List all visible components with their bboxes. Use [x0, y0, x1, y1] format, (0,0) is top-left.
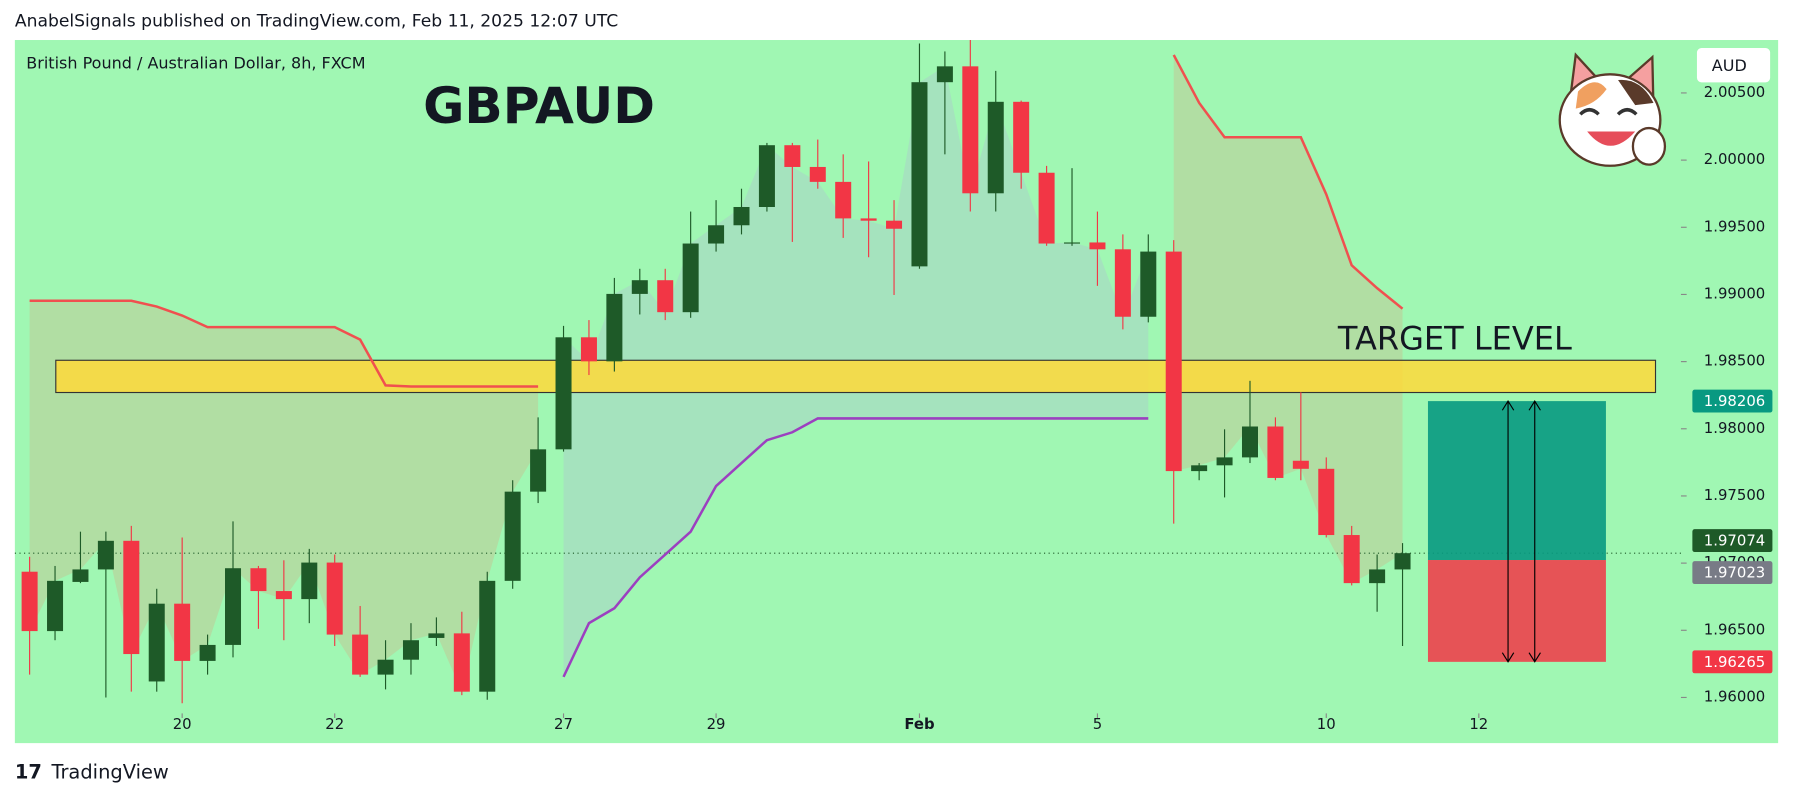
- y-tick-label: 1.98500: [1704, 352, 1765, 370]
- candle-body: [1140, 251, 1157, 317]
- candle-body: [377, 659, 394, 675]
- candle-body: [199, 644, 216, 661]
- candle-body: [1089, 242, 1106, 250]
- candle-body: [453, 633, 470, 692]
- candle-body: [708, 225, 725, 244]
- candle-body: [72, 569, 89, 582]
- brand: TradingView: [50, 760, 168, 783]
- x-tick-label: 10: [1317, 715, 1336, 733]
- y-tick-label: 2.00500: [1704, 83, 1765, 101]
- candle-body: [21, 571, 38, 632]
- x-tick-label: 12: [1469, 715, 1488, 733]
- plot: 1.960001.965001.970001.975001.980001.985…: [14, 40, 1773, 733]
- y-tick-label: 1.98000: [1704, 419, 1765, 437]
- candle-body: [428, 633, 445, 638]
- candle-body: [555, 337, 572, 450]
- candle-body: [657, 280, 674, 313]
- candle-body: [1165, 251, 1182, 472]
- candle-body: [275, 591, 292, 600]
- y-tick-label: 2.00000: [1704, 150, 1765, 168]
- candle-body: [936, 66, 953, 83]
- cat-avatar: [1558, 52, 1667, 167]
- candle-body: [504, 491, 521, 581]
- profit-zone: [1427, 401, 1606, 561]
- candle-body: [1064, 242, 1081, 244]
- candle-body: [962, 66, 979, 194]
- price-label-box: [1692, 650, 1773, 674]
- candle-body: [97, 540, 114, 570]
- candle-body: [1013, 101, 1030, 173]
- candle-body: [402, 640, 419, 660]
- price-label: 1.98206: [1704, 392, 1765, 410]
- candle-body: [835, 181, 852, 219]
- candle-body: [352, 634, 369, 675]
- price-label-box: [1692, 529, 1773, 553]
- candle-body: [1267, 426, 1284, 478]
- candle-body: [250, 568, 267, 592]
- candle-body: [1191, 465, 1208, 472]
- candle-body: [1216, 457, 1233, 466]
- candle-body: [733, 206, 750, 226]
- candle-body: [1369, 569, 1386, 584]
- candle-body: [1292, 460, 1309, 469]
- price-label-box: [1692, 561, 1773, 585]
- y-tick-label: 1.99000: [1704, 284, 1765, 302]
- candle-body: [225, 568, 242, 645]
- candle-body: [682, 243, 699, 313]
- price-label: 1.97074: [1704, 532, 1765, 550]
- candle-body: [1241, 426, 1258, 458]
- candle-body: [758, 145, 775, 207]
- candle-body: [479, 580, 496, 692]
- currency-box[interactable]: [1696, 48, 1771, 83]
- candle-body: [1114, 249, 1131, 317]
- candle-body: [1318, 468, 1335, 536]
- price-label: 1.96265: [1704, 653, 1765, 671]
- x-tick-label: 29: [707, 715, 726, 733]
- candle-body: [1343, 535, 1360, 584]
- arrow: [1501, 400, 1515, 663]
- candle-body: [911, 82, 928, 267]
- published-line: AnabelSignals published on TradingView.c…: [15, 12, 618, 32]
- cloud-fill: [1173, 54, 1403, 584]
- indicator-line: [562, 417, 1149, 678]
- x-tick-label: 22: [325, 715, 344, 733]
- loss-zone: [1427, 560, 1606, 662]
- logo-mark: 17: [15, 760, 42, 783]
- target-zone: [55, 359, 1657, 394]
- x-tick-label: Feb: [904, 715, 934, 733]
- x-tick-label: 27: [554, 715, 573, 733]
- currency[interactable]: AUD: [1712, 56, 1747, 75]
- annotation: TARGET LEVEL: [1337, 320, 1572, 358]
- candle-body: [1038, 172, 1055, 244]
- candle-body: [1394, 553, 1411, 570]
- candle-body: [860, 218, 877, 221]
- candle-body: [47, 580, 64, 632]
- candle-body: [809, 166, 826, 182]
- candle-body: [174, 603, 191, 661]
- candle-body: [606, 293, 623, 362]
- candle-body: [530, 449, 547, 492]
- candle-body: [987, 101, 1004, 194]
- indicator-line: [29, 54, 1404, 388]
- x-tick-label: 20: [173, 715, 192, 733]
- candle-body: [148, 603, 165, 682]
- price-label: 1.97023: [1704, 564, 1765, 582]
- y-tick-label: 1.99500: [1704, 217, 1765, 235]
- x-tick-label: 5: [1093, 715, 1102, 733]
- candle-body: [886, 220, 903, 229]
- candle-body: [784, 145, 801, 167]
- price-label-box: [1692, 389, 1773, 413]
- candle-body: [580, 337, 597, 362]
- candle-body: [301, 562, 318, 600]
- chart-title: British Pound / Australian Dollar, 8h, F…: [26, 54, 365, 73]
- symbol: GBPAUD: [423, 76, 655, 135]
- candle-body: [326, 562, 343, 635]
- y-tick-label: 1.97500: [1704, 486, 1765, 504]
- candle-body: [123, 540, 140, 655]
- y-tick-label: 1.96000: [1704, 687, 1765, 705]
- y-tick-label: 1.96500: [1704, 620, 1765, 638]
- candle-body: [631, 280, 648, 294]
- arrow: [1528, 400, 1541, 663]
